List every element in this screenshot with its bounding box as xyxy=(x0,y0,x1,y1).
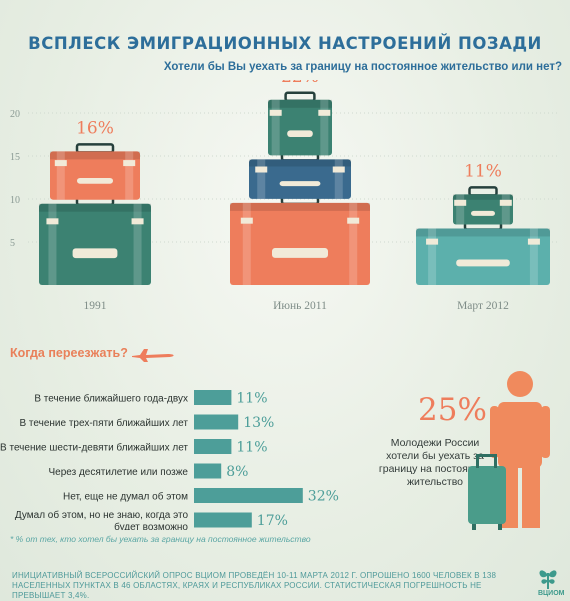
youth-percentage: 25% xyxy=(418,392,487,428)
category-label: В течение ближайшего года-двух xyxy=(34,393,188,405)
category-label: Нет, еще не думал об этом xyxy=(63,491,188,503)
page-title: ВСПЛЕСК ЭМИГРАЦИОННЫХ НАСТРОЕНИЙ ПОЗАДИ xyxy=(28,34,542,53)
bar-1 xyxy=(39,143,151,285)
y-tick-label: 20 xyxy=(10,109,20,120)
survey-footer: Инициативный всероссийский опрос ВЦИОМ п… xyxy=(12,571,497,600)
suitcase-bar-chart: 5 10 15 20 16% 1991 22% Июнь 2011 11% Март 2012 xyxy=(10,80,560,312)
data-label: 17% xyxy=(257,513,288,529)
data-label: 13% xyxy=(243,415,274,431)
data-label: 16% xyxy=(76,118,114,138)
youth-note: Молодежи России хотели бы уехать за гран… xyxy=(378,437,492,488)
airplane-icon xyxy=(132,349,174,362)
vciom-logo-icon xyxy=(539,570,557,589)
category-label: В течение трех-пяти ближайших лет xyxy=(19,417,188,429)
footnote: * % от тех, кто хотел бы уехать за грани… xyxy=(10,534,311,544)
category-label: Июнь 2011 xyxy=(273,300,327,312)
logo-text: ВЦИОМ xyxy=(538,590,565,597)
category-label: Думал об этом, но не знаю, когда это буде… xyxy=(15,509,189,530)
y-tick-label: 10 xyxy=(10,195,20,206)
data-label: 32% xyxy=(308,489,339,505)
bar xyxy=(194,463,222,479)
category-label: Март 2012 xyxy=(457,300,509,312)
chart-subtitle: Хотели бы Вы уехать за границу на постоя… xyxy=(163,61,562,73)
bar xyxy=(194,488,303,503)
data-label: 8% xyxy=(226,464,248,480)
bar xyxy=(194,414,239,430)
data-label: 22% xyxy=(281,80,319,87)
category-label: Через десятилетие или позже xyxy=(48,467,188,478)
y-tick-label: 15 xyxy=(10,152,20,163)
bar xyxy=(194,439,232,454)
when-to-move-bar-chart: В течение ближайшего года-двух 11% В течен… xyxy=(0,390,339,530)
bar xyxy=(194,512,252,528)
category-label: В течение шести-девяти ближайших лет xyxy=(0,442,188,454)
bar-2 xyxy=(230,91,370,285)
section-title-when: Когда переезжать? xyxy=(10,346,128,360)
data-label: 11% xyxy=(236,391,267,407)
bar xyxy=(194,390,232,405)
y-tick-label: 5 xyxy=(10,238,15,249)
category-label: 1991 xyxy=(84,300,107,312)
data-label: 11% xyxy=(236,440,267,456)
data-label: 11% xyxy=(464,161,502,181)
traveler-with-suitcase-icon xyxy=(468,371,550,530)
bar-3 xyxy=(416,186,550,285)
